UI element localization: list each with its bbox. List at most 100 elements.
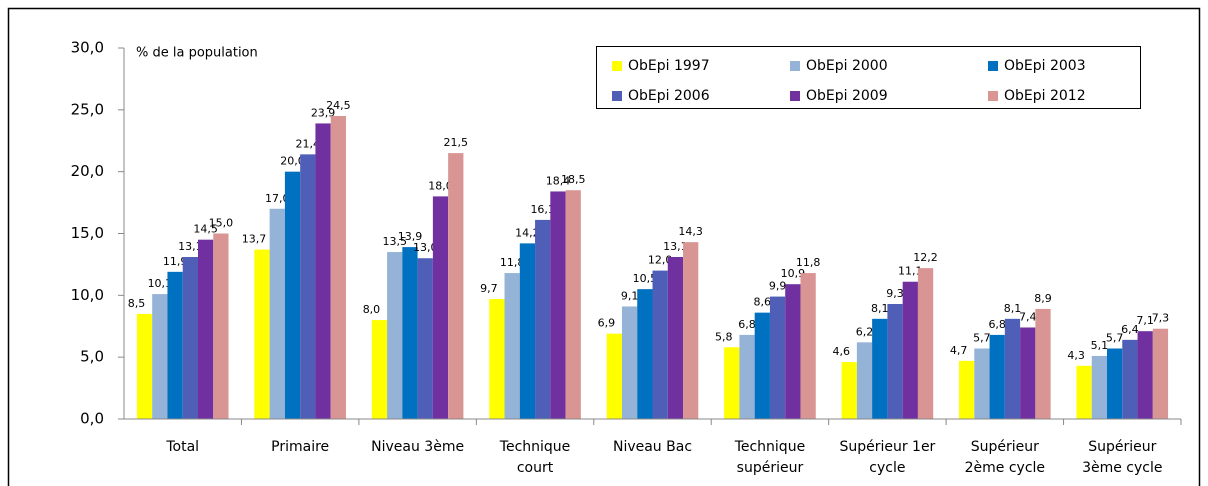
bar [152,294,168,419]
bar [887,303,903,419]
bar [683,242,699,419]
value-label: 6,8 [988,318,1006,331]
bar [785,284,801,419]
bar [841,362,857,419]
bar [800,273,816,419]
x-tick-label: Primaire [271,439,329,455]
legend-swatch [790,91,800,101]
value-label: 11,9 [163,255,188,268]
bar [432,196,449,419]
legend-label: ObEpi 2012 [1004,88,1086,104]
bar [1020,327,1036,419]
value-label: 21,4 [296,137,321,150]
y-tick-label: 25,0 [71,100,104,118]
value-label: 12,2 [913,251,938,264]
value-label: 8,6 [754,296,772,309]
bar [136,313,153,419]
legend-swatch [988,91,998,101]
bar [371,320,388,419]
legend-label: ObEpi 1997 [628,58,710,74]
y-tick-label: 0,0 [80,410,104,428]
bar [1091,355,1108,419]
legend-swatch [612,61,622,71]
x-tick-label: Technique court [499,439,571,476]
bar [565,190,581,419]
bar [1122,339,1138,419]
legend-label: ObEpi 2003 [1004,58,1086,74]
value-label: 13,5 [382,235,407,248]
y-axis-label: % de la population [136,46,258,61]
legend-swatch [790,61,800,71]
bar [754,312,770,419]
value-label: 11,1 [898,265,923,278]
value-label: 4,7 [950,344,968,357]
value-label: 9,3 [886,287,904,300]
bar [284,171,301,419]
x-tick-label: Supérieur 3ème cycle [1082,439,1162,476]
value-label: 6,4 [1121,323,1139,336]
legend-swatch [612,91,622,101]
bar [1107,348,1123,419]
value-label: 7,1 [1136,314,1154,327]
legend [596,46,1141,109]
legend-label: ObEpi 2000 [806,58,888,74]
value-label: 13,1 [178,240,203,253]
value-label: 8,5 [128,297,146,310]
x-tick-label: Technique supérieur [734,439,806,476]
value-label: 23,9 [311,106,336,119]
value-label: 5,8 [715,330,733,343]
value-label: 16,1 [530,203,555,216]
bar [213,233,229,419]
bar [489,299,505,419]
bar [637,289,653,419]
value-label: 5,1 [1091,339,1109,352]
value-label: 9,7 [480,282,498,295]
bar [769,296,786,419]
y-tick-label: 15,0 [71,224,104,242]
value-label: 8,1 [871,302,889,315]
value-label: 21,5 [444,136,469,149]
bar [504,273,520,419]
value-label: 9,1 [621,289,639,302]
legend-label: ObEpi 2006 [628,88,710,104]
value-label: 9,9 [769,280,787,293]
bar [402,247,418,419]
value-label: 6,8 [738,318,756,331]
value-label: 6,2 [856,325,874,338]
bar [550,191,566,419]
value-label: 10,1 [148,277,173,290]
bar [606,333,622,419]
bar [315,123,331,419]
value-label: 11,8 [500,256,525,269]
bar [448,153,464,419]
value-label: 8,1 [1004,302,1022,315]
bar [621,306,638,419]
value-label: 24,5 [326,99,351,112]
x-tick-label: Supérieur 2ème cycle [965,439,1045,476]
bar [1152,328,1169,419]
value-label: 14,3 [678,225,703,238]
bar [269,208,285,419]
bar [387,252,403,419]
value-label: 18,5 [561,173,586,186]
bar [872,318,888,419]
bar [739,334,755,419]
legend-label: ObEpi 2009 [806,88,888,104]
bar [652,270,668,419]
value-label: 10,9 [781,267,806,280]
bar [197,239,214,419]
legend-swatch [988,61,998,71]
bar [856,342,873,419]
bar [182,256,198,419]
value-label: 18,0 [428,179,453,192]
x-tick-label: Niveau Bac [613,439,692,455]
value-label: 5,7 [1106,332,1124,345]
bar [667,256,684,419]
bar [417,258,433,419]
bar [1035,308,1051,419]
bar [917,268,934,419]
value-label: 7,4 [1019,310,1037,323]
bar [519,243,536,419]
value-label: 8,9 [1034,292,1052,305]
